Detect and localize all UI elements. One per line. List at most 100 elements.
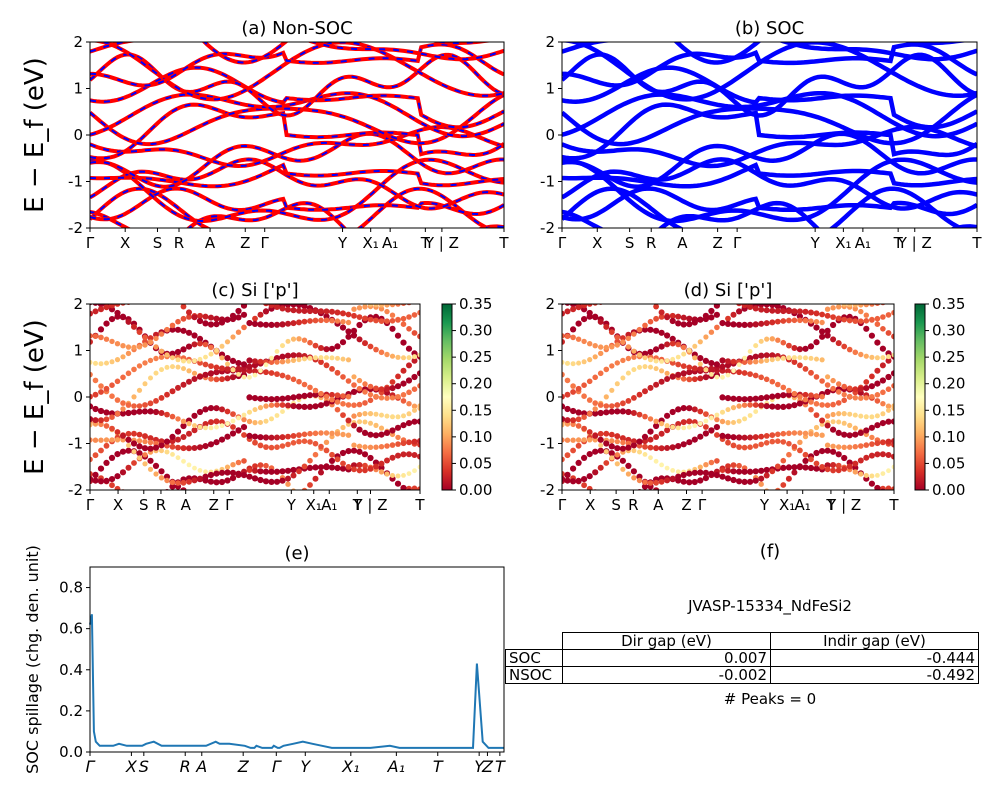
- projection-point: [576, 513, 581, 518]
- projection-point: [703, 367, 709, 373]
- projection-point: [658, 309, 665, 316]
- y-axis-label: SOC spillage (chg. den. unit): [23, 545, 42, 774]
- projection-point: [269, 416, 274, 422]
- plot-area: [90, 42, 504, 228]
- projection-point: [891, 309, 894, 316]
- projection-point: [378, 304, 385, 308]
- projection-point: [317, 464, 325, 471]
- projection-point: [397, 489, 399, 490]
- projection-point: [175, 357, 181, 363]
- projection-point: [411, 386, 418, 393]
- projection-point: [252, 407, 258, 413]
- projection-point: [597, 447, 604, 454]
- projection-point: [318, 359, 324, 365]
- projection-point: [208, 314, 214, 321]
- projection-point: [307, 318, 313, 324]
- projection-point: [879, 451, 886, 458]
- projection-point: [257, 468, 264, 475]
- projection-point: [852, 460, 859, 467]
- projection-point: [709, 537, 715, 543]
- projection-point: [753, 359, 759, 365]
- projection-point: [246, 473, 253, 480]
- projection-point: [653, 487, 660, 490]
- y-tick-label: 0.4: [59, 661, 83, 679]
- projection-point: [296, 495, 301, 500]
- projection-point: [312, 440, 319, 447]
- projection-point: [719, 320, 726, 327]
- y-tick-label: 2: [73, 33, 83, 51]
- projection-point: [592, 400, 598, 406]
- projection-point: [417, 333, 420, 340]
- projection-point: [593, 258, 598, 263]
- projection-point: [758, 374, 764, 381]
- projection-point: [98, 389, 104, 395]
- projection-point: [874, 451, 881, 458]
- projection-point: [279, 434, 286, 441]
- projection-point: [597, 409, 604, 417]
- projection-point: [758, 481, 764, 487]
- projection-point: [192, 492, 198, 498]
- projection-point: [279, 443, 286, 449]
- projection-point: [603, 440, 610, 447]
- projection-point: [389, 312, 396, 318]
- projection-point: [869, 414, 875, 420]
- projection-point: [808, 392, 814, 399]
- projection-point: [562, 359, 565, 365]
- projection-point: [180, 422, 187, 430]
- projection-point: [373, 515, 379, 521]
- band-line: [562, 162, 977, 189]
- projection-point: [121, 258, 126, 263]
- projection-point: [886, 354, 891, 360]
- projection-point: [175, 490, 181, 496]
- projection-point: [257, 395, 264, 402]
- projection-point: [224, 469, 231, 476]
- projection-point: [191, 332, 198, 339]
- projection-point: [367, 343, 374, 350]
- projection-point: [691, 406, 698, 413]
- projection-point: [318, 355, 324, 361]
- projection-point: [213, 364, 220, 371]
- projection-point: [813, 431, 820, 438]
- projection-point: [891, 383, 894, 389]
- projection-point: [98, 437, 104, 443]
- projection-point: [379, 412, 384, 418]
- projection-point: [225, 529, 231, 535]
- projection-point: [169, 413, 176, 420]
- projection-point: [620, 375, 626, 381]
- projection-point: [880, 411, 886, 417]
- projection-point: [262, 468, 270, 475]
- projection-point: [125, 402, 132, 408]
- projection-point: [819, 319, 825, 326]
- projection-point: [357, 419, 362, 425]
- projection-point: [92, 333, 99, 340]
- projection-point: [852, 304, 858, 308]
- projection-point: [575, 385, 582, 392]
- projection-point: [334, 456, 341, 463]
- projection-point: [780, 339, 787, 346]
- projection-point: [637, 449, 642, 455]
- projection-point: [824, 388, 831, 395]
- colorbar-tick-label: 0.10: [932, 428, 965, 446]
- projection-point: [730, 442, 737, 449]
- projection-point: [726, 498, 731, 503]
- projection-point: [258, 500, 263, 505]
- projection-point: [653, 346, 660, 353]
- projection-point: [647, 348, 654, 356]
- projection-point: [142, 433, 148, 440]
- projection-point: [570, 407, 577, 415]
- projection-point: [318, 443, 324, 450]
- projection-point: [208, 344, 214, 351]
- projection-point: [159, 277, 164, 282]
- projection-point: [830, 411, 836, 418]
- projection-point: [158, 395, 165, 401]
- projection-point: [780, 308, 787, 315]
- projection-point: [852, 469, 858, 475]
- projection-point: [373, 317, 379, 324]
- band-line-dashed: [90, 126, 504, 168]
- projection-point: [885, 386, 892, 393]
- projection-point: [858, 471, 864, 477]
- projection-point: [835, 467, 842, 474]
- projection-point: [290, 466, 297, 474]
- projection-point: [669, 335, 676, 342]
